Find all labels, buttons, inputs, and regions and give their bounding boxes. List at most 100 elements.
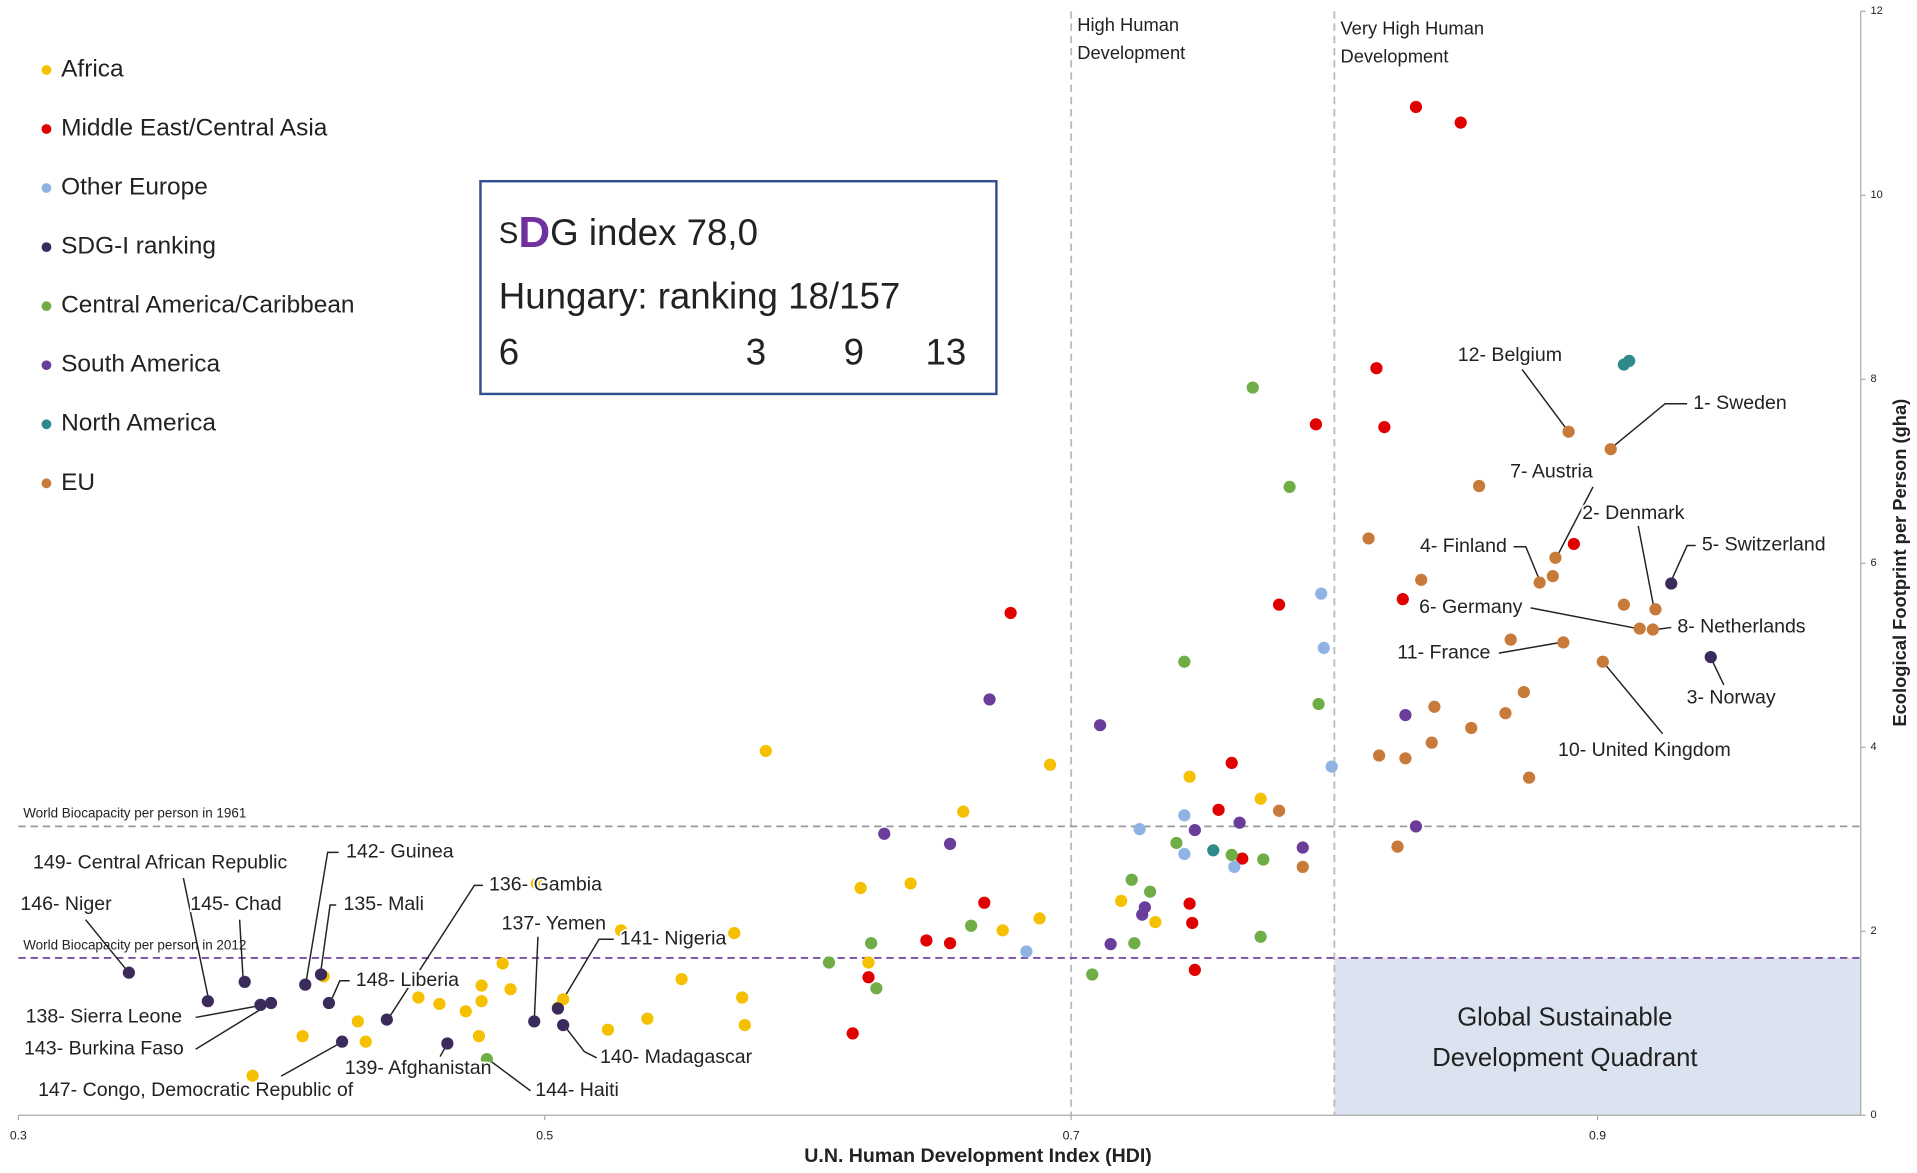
data-point xyxy=(920,934,933,947)
data-point xyxy=(904,877,917,890)
legend-label: North America xyxy=(61,410,216,437)
legend-marker xyxy=(41,419,52,430)
data-point xyxy=(1125,873,1138,886)
annotation: 11- France xyxy=(1397,641,1490,663)
leader-line xyxy=(563,1024,597,1059)
leader-line xyxy=(1637,525,1655,610)
data-point xyxy=(201,995,214,1008)
y-tick-label: 2 xyxy=(1871,925,1877,937)
inset-score: 3 xyxy=(746,332,766,373)
data-point xyxy=(846,1027,859,1040)
annotation: 145- Chad xyxy=(190,893,281,915)
x-tick-label: 0.3 xyxy=(10,1128,27,1142)
data-point xyxy=(878,827,891,840)
inset-title-part: G index 78,0 xyxy=(550,212,758,253)
annotation: 6- Germany xyxy=(1419,596,1522,618)
data-point xyxy=(1633,622,1646,635)
inset-score: 6 xyxy=(499,332,519,373)
data-point xyxy=(1143,885,1157,898)
annotation: 139- Afghanistan xyxy=(345,1057,492,1079)
data-point xyxy=(943,937,957,950)
data-point xyxy=(614,924,628,937)
data-point xyxy=(412,991,425,1004)
data-point xyxy=(1033,912,1046,925)
annotation: 146- Niger xyxy=(20,893,112,915)
leader-line xyxy=(386,884,483,1021)
data-point xyxy=(1236,852,1249,865)
annotation: 7- Austria xyxy=(1510,460,1593,482)
data-point xyxy=(1504,633,1517,646)
y-tick-label: 0 xyxy=(1871,1109,1877,1121)
data-point xyxy=(1646,623,1659,636)
data-point xyxy=(759,744,772,758)
data-point xyxy=(433,997,446,1011)
data-point xyxy=(1425,736,1438,749)
data-point xyxy=(943,837,957,850)
inset-title-part: S xyxy=(499,217,519,250)
annotation: 143- Burkina Faso xyxy=(24,1037,184,1059)
data-point xyxy=(551,1002,565,1015)
data-point xyxy=(1665,577,1678,590)
data-point xyxy=(1183,897,1196,910)
data-point xyxy=(1128,937,1141,950)
data-point xyxy=(1296,860,1309,873)
data-point xyxy=(1372,749,1386,762)
y-tick-label: 12 xyxy=(1871,5,1883,17)
data-point xyxy=(1178,847,1191,861)
annotation: 140- Madagascar xyxy=(600,1046,753,1068)
leader-line xyxy=(304,851,339,985)
annotation: 136- Gambia xyxy=(489,874,602,896)
data-point xyxy=(983,693,996,706)
data-point xyxy=(314,968,328,981)
data-point xyxy=(1454,116,1467,129)
annotation: 147- Congo, Democratic Republic of xyxy=(38,1079,354,1101)
data-point xyxy=(996,924,1009,937)
data-point xyxy=(1043,758,1057,771)
data-point xyxy=(1283,480,1296,494)
leader-line xyxy=(195,1004,262,1019)
data-point xyxy=(641,1012,654,1025)
data-point xyxy=(1378,420,1391,434)
leader-line xyxy=(280,1041,343,1077)
reference-label: World Biocapacity per person in 2012 xyxy=(23,937,246,952)
data-point xyxy=(870,982,883,995)
data-point xyxy=(1370,362,1383,375)
data-point xyxy=(359,1035,372,1048)
sustainable-quadrant xyxy=(1334,957,1861,1116)
annotation: 1- Sweden xyxy=(1693,392,1786,414)
data-point xyxy=(1170,836,1183,850)
data-point xyxy=(122,966,135,979)
data-point xyxy=(1233,816,1246,829)
data-point xyxy=(299,978,312,991)
data-point xyxy=(1207,844,1220,857)
annotation: 142- Guinea xyxy=(346,841,454,863)
leader-line xyxy=(182,877,210,1002)
legend-label: EU xyxy=(61,469,95,496)
legend-marker xyxy=(41,124,52,134)
leader-line xyxy=(1498,641,1563,654)
leader-line xyxy=(533,936,539,1022)
data-point xyxy=(475,995,488,1008)
leader-line xyxy=(556,938,614,1010)
legend-marker xyxy=(41,301,52,312)
data-point xyxy=(1604,443,1617,456)
data-point xyxy=(1567,537,1580,551)
data-point xyxy=(459,1005,472,1018)
data-point xyxy=(1228,860,1241,873)
leader-line xyxy=(1669,544,1696,584)
data-point xyxy=(601,1023,615,1036)
data-point xyxy=(1362,532,1375,545)
data-point xyxy=(1517,685,1530,699)
legend-marker xyxy=(41,183,52,193)
leader-line xyxy=(1530,607,1639,630)
data-point xyxy=(1272,598,1286,611)
annotation: 144- Haiti xyxy=(535,1079,619,1101)
data-point xyxy=(1325,760,1338,773)
data-point xyxy=(865,937,878,950)
data-point xyxy=(238,975,251,988)
data-point xyxy=(1178,809,1191,822)
y-tick-label: 6 xyxy=(1871,557,1877,569)
data-point xyxy=(862,971,875,984)
data-point xyxy=(246,1069,259,1082)
